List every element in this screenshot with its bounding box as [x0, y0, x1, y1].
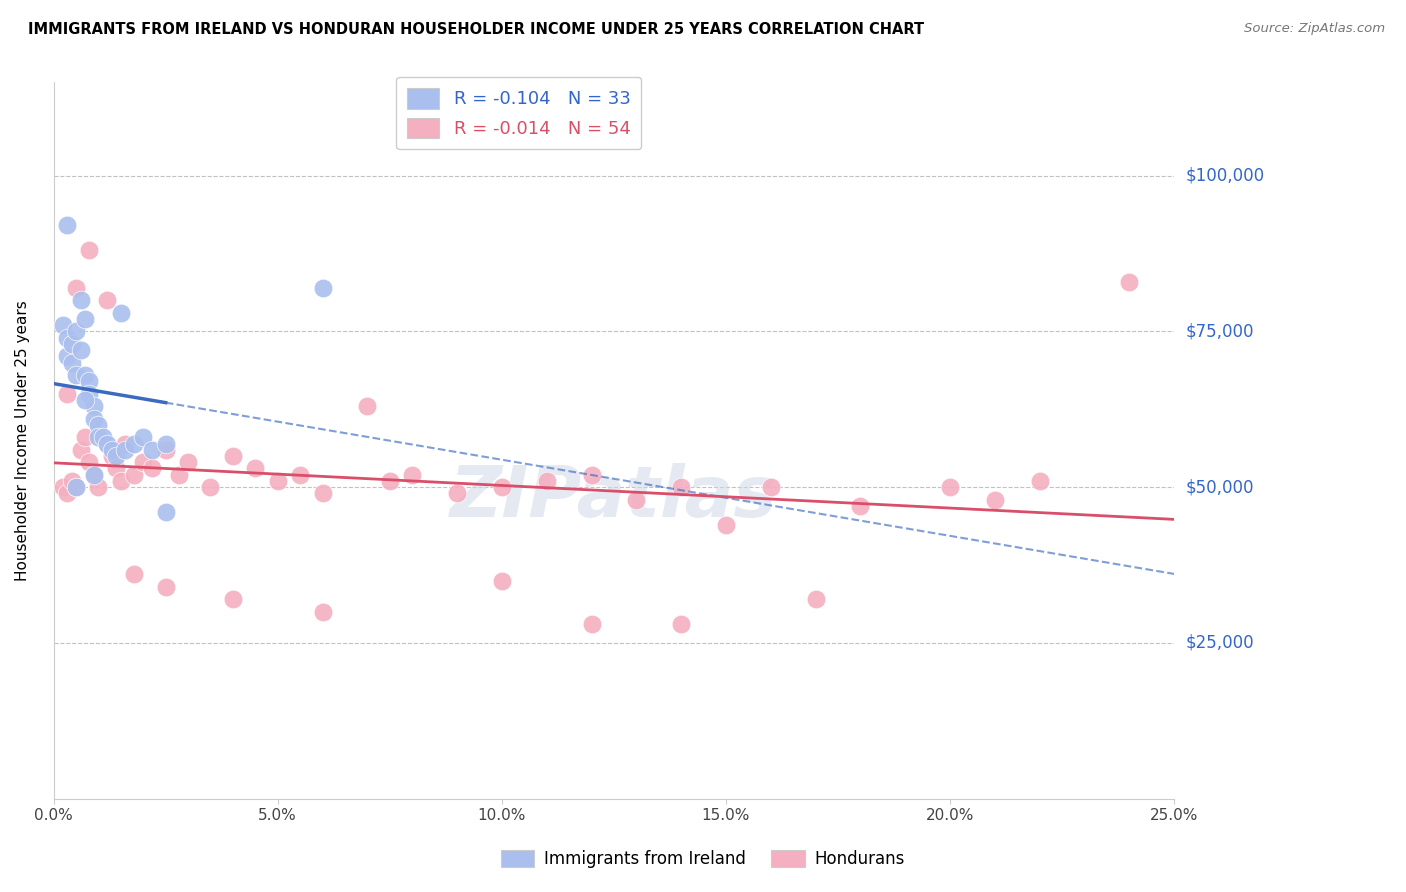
Text: $100,000: $100,000	[1185, 167, 1264, 185]
Point	[52, 318, 75, 333]
Point	[73, 430, 96, 444]
Point	[96, 436, 118, 450]
Point	[124, 467, 146, 482]
Point	[245, 461, 267, 475]
Point	[69, 293, 91, 308]
Text: Source: ZipAtlas.com: Source: ZipAtlas.com	[1244, 22, 1385, 36]
Point	[132, 455, 155, 469]
Point	[91, 430, 114, 444]
Legend: Immigrants from Ireland, Hondurans: Immigrants from Ireland, Hondurans	[495, 843, 911, 875]
Point	[73, 392, 96, 407]
Point	[79, 455, 101, 469]
Point	[155, 505, 177, 519]
Point	[626, 492, 648, 507]
Point	[83, 399, 105, 413]
Point	[69, 442, 91, 457]
Point	[65, 325, 87, 339]
Point	[73, 368, 96, 382]
Point	[124, 567, 146, 582]
Point	[356, 399, 378, 413]
Point	[311, 486, 333, 500]
Point	[105, 449, 128, 463]
Point	[79, 374, 101, 388]
Point	[669, 617, 692, 632]
Point	[79, 386, 101, 401]
Point	[200, 480, 222, 494]
Point	[105, 461, 128, 475]
Point	[1029, 474, 1052, 488]
Point	[581, 467, 603, 482]
Point	[804, 592, 827, 607]
Point	[491, 480, 513, 494]
Point	[79, 244, 101, 258]
Point	[155, 436, 177, 450]
Point	[83, 411, 105, 425]
Point	[65, 480, 87, 494]
Text: $25,000: $25,000	[1185, 634, 1254, 652]
Point	[101, 449, 124, 463]
Point	[177, 455, 200, 469]
Point	[759, 480, 782, 494]
Point	[132, 430, 155, 444]
Point	[155, 442, 177, 457]
Point	[83, 467, 105, 482]
Point	[849, 499, 872, 513]
Point	[311, 281, 333, 295]
Point	[60, 337, 83, 351]
Text: $50,000: $50,000	[1185, 478, 1254, 496]
Point	[60, 474, 83, 488]
Point	[52, 480, 75, 494]
Point	[56, 331, 79, 345]
Point	[56, 349, 79, 363]
Point	[65, 281, 87, 295]
Point	[155, 580, 177, 594]
Text: IMMIGRANTS FROM IRELAND VS HONDURAN HOUSEHOLDER INCOME UNDER 25 YEARS CORRELATIO: IMMIGRANTS FROM IRELAND VS HONDURAN HOUS…	[28, 22, 924, 37]
Point	[87, 430, 110, 444]
Point	[87, 480, 110, 494]
Y-axis label: Householder Income Under 25 years: Householder Income Under 25 years	[15, 300, 30, 581]
Point	[141, 461, 163, 475]
Point	[114, 442, 136, 457]
Point	[984, 492, 1007, 507]
Text: $75,000: $75,000	[1185, 322, 1254, 341]
Point	[56, 219, 79, 233]
Point	[65, 368, 87, 382]
Point	[267, 474, 290, 488]
Point	[110, 474, 132, 488]
Legend: R = -0.104   N = 33, R = -0.014   N = 54: R = -0.104 N = 33, R = -0.014 N = 54	[396, 77, 641, 149]
Text: ZIPatlas: ZIPatlas	[450, 463, 778, 533]
Point	[491, 574, 513, 588]
Point	[96, 293, 118, 308]
Point	[311, 605, 333, 619]
Point	[65, 480, 87, 494]
Point	[939, 480, 962, 494]
Point	[222, 449, 245, 463]
Point	[288, 467, 311, 482]
Point	[83, 467, 105, 482]
Point	[222, 592, 245, 607]
Point	[56, 486, 79, 500]
Point	[110, 306, 132, 320]
Point	[69, 343, 91, 357]
Point	[378, 474, 401, 488]
Point	[536, 474, 558, 488]
Point	[60, 355, 83, 369]
Point	[101, 442, 124, 457]
Point	[714, 517, 737, 532]
Point	[87, 417, 110, 432]
Point	[56, 386, 79, 401]
Point	[669, 480, 692, 494]
Point	[401, 467, 423, 482]
Point	[581, 617, 603, 632]
Point	[141, 442, 163, 457]
Point	[73, 312, 96, 326]
Point	[167, 467, 190, 482]
Point	[446, 486, 468, 500]
Point	[1118, 275, 1140, 289]
Point	[96, 436, 118, 450]
Point	[124, 436, 146, 450]
Point	[114, 436, 136, 450]
